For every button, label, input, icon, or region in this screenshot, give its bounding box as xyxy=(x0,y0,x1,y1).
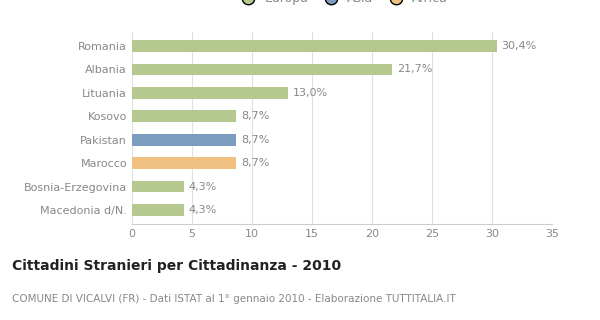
Bar xyxy=(132,110,236,122)
Text: 21,7%: 21,7% xyxy=(397,64,433,75)
Text: 4,3%: 4,3% xyxy=(188,181,217,192)
Bar xyxy=(132,157,236,169)
Text: 8,7%: 8,7% xyxy=(241,158,269,168)
Bar xyxy=(132,40,497,52)
Text: 8,7%: 8,7% xyxy=(241,111,269,121)
Text: 8,7%: 8,7% xyxy=(241,135,269,145)
Bar xyxy=(132,181,184,192)
Bar xyxy=(132,64,392,75)
Legend: Europa, Asia, Africa: Europa, Asia, Africa xyxy=(231,0,453,10)
Text: 13,0%: 13,0% xyxy=(293,88,328,98)
Text: 30,4%: 30,4% xyxy=(502,41,537,51)
Bar xyxy=(132,204,184,216)
Bar xyxy=(132,87,288,99)
Text: 4,3%: 4,3% xyxy=(188,205,217,215)
Text: COMUNE DI VICALVI (FR) - Dati ISTAT al 1° gennaio 2010 - Elaborazione TUTTITALIA: COMUNE DI VICALVI (FR) - Dati ISTAT al 1… xyxy=(12,294,456,304)
Text: Cittadini Stranieri per Cittadinanza - 2010: Cittadini Stranieri per Cittadinanza - 2… xyxy=(12,259,341,273)
Bar xyxy=(132,134,236,146)
